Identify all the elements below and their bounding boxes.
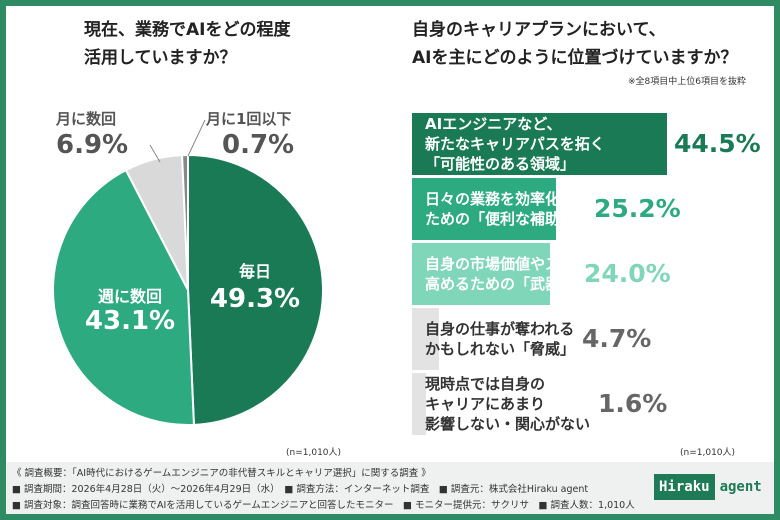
hiraku-agent-logo: Hiraku agent: [654, 474, 770, 500]
bar-category-line: キャリアにあまり: [425, 395, 546, 413]
bar-category-label: 日々の業務を効率化するための「便利な補助ツール」: [425, 178, 620, 240]
footer-survey-title: 《 調査概要：「AI時代におけるゲームエンジニアの非代替スキルとキャリア選択」に…: [12, 468, 431, 479]
bar-category-label: 自身の仕事が奪われる かもしれない「脅威」: [425, 308, 575, 370]
pie-value-monthly-less: 0.7%: [222, 130, 295, 160]
bar-fill: [412, 308, 439, 370]
bar-fill: [412, 243, 550, 305]
bar-category-line: 現時点では自身の: [425, 375, 546, 393]
pie-leader-line-1: [187, 119, 206, 157]
bar-category-line: 自身の仕事が奪われる: [425, 320, 575, 338]
pie-value-monthly-few: 6.9%: [56, 130, 129, 160]
logo-part-agent: agent: [719, 479, 762, 495]
pie-sample-size: (n=1,010人): [286, 448, 342, 458]
bar-category-line: AIエンジニアなど、: [425, 115, 562, 133]
footer-survey-target: ■ 調査対象：調査回答時に業務でAIを活用しているゲームエンジニアと回答したモニ…: [12, 500, 635, 511]
bar-fill: [412, 373, 426, 435]
pie-label-monthly-less: 月に1回以下: [206, 110, 292, 128]
bar-category-label: AIエンジニアなど、新たなキャリアパスを拓く 「可能性のある領域」: [425, 113, 605, 175]
bar-category-label: 現時点では自身の キャリアにあまり影響しない・関心がない: [425, 373, 590, 435]
bar-value-label: 24.0%: [584, 259, 671, 288]
bar-category-line: かもしれない「脅威」: [425, 340, 576, 358]
pie-value-weekly: 43.1%: [84, 306, 176, 336]
bar-category-line: ための「便利な補助ツール」: [425, 210, 621, 228]
bar-category-line: 自身の市場価値やスキルを: [425, 255, 606, 273]
footer-survey-period: ■ 調査期間：2026年4月28日（火）〜2026年4月29日（水） ■ 調査方…: [12, 484, 589, 495]
logo-part-hiraku: Hiraku: [654, 474, 715, 500]
bar-title-line1: 自身のキャリアプランにおいて、: [412, 20, 666, 40]
bar-category-line: 高めるための「武器」: [425, 275, 576, 293]
bar-fill: [412, 113, 667, 175]
pie-label-daily: 毎日: [238, 262, 271, 281]
pie-title-line1: 現在、業務でAIをどの程度: [84, 20, 291, 40]
bar-subnote: ※全8項目中上位6項目を抜粋: [628, 77, 746, 87]
pie-value-daily: 49.3%: [209, 284, 301, 314]
pie-slice-0: [187, 153, 324, 426]
bar-title-line2: AIを主にどのように位置づけていますか？: [412, 48, 738, 68]
bar-category-line: 新たなキャリアパスを拓く: [425, 135, 605, 153]
pie-label-weekly: 週に数回: [97, 287, 162, 306]
bar-fill: [412, 178, 557, 240]
bar-value-label: 1.6%: [598, 389, 668, 418]
bar-category-line: 影響しない・関心がない: [425, 415, 591, 433]
bar-category-label: 自身の市場価値やスキルを 高めるための「武器」: [425, 243, 605, 305]
bar-value-label: 44.5%: [674, 129, 761, 158]
bar-value-label: 25.2%: [594, 194, 681, 223]
bar-sample-size: (n=1,010人): [680, 448, 736, 458]
bar-value-label: 4.7%: [582, 324, 652, 353]
pie-title-line2: 活用していますか？: [84, 48, 237, 68]
pie-leader-line-0: [149, 144, 161, 163]
bar-category-line: 日々の業務を効率化する: [425, 190, 591, 208]
bar-category-line: 「可能性のある領域」: [425, 155, 576, 173]
survey-footer: [6, 462, 774, 514]
pie-label-monthly-few: 月に数回: [56, 110, 117, 128]
